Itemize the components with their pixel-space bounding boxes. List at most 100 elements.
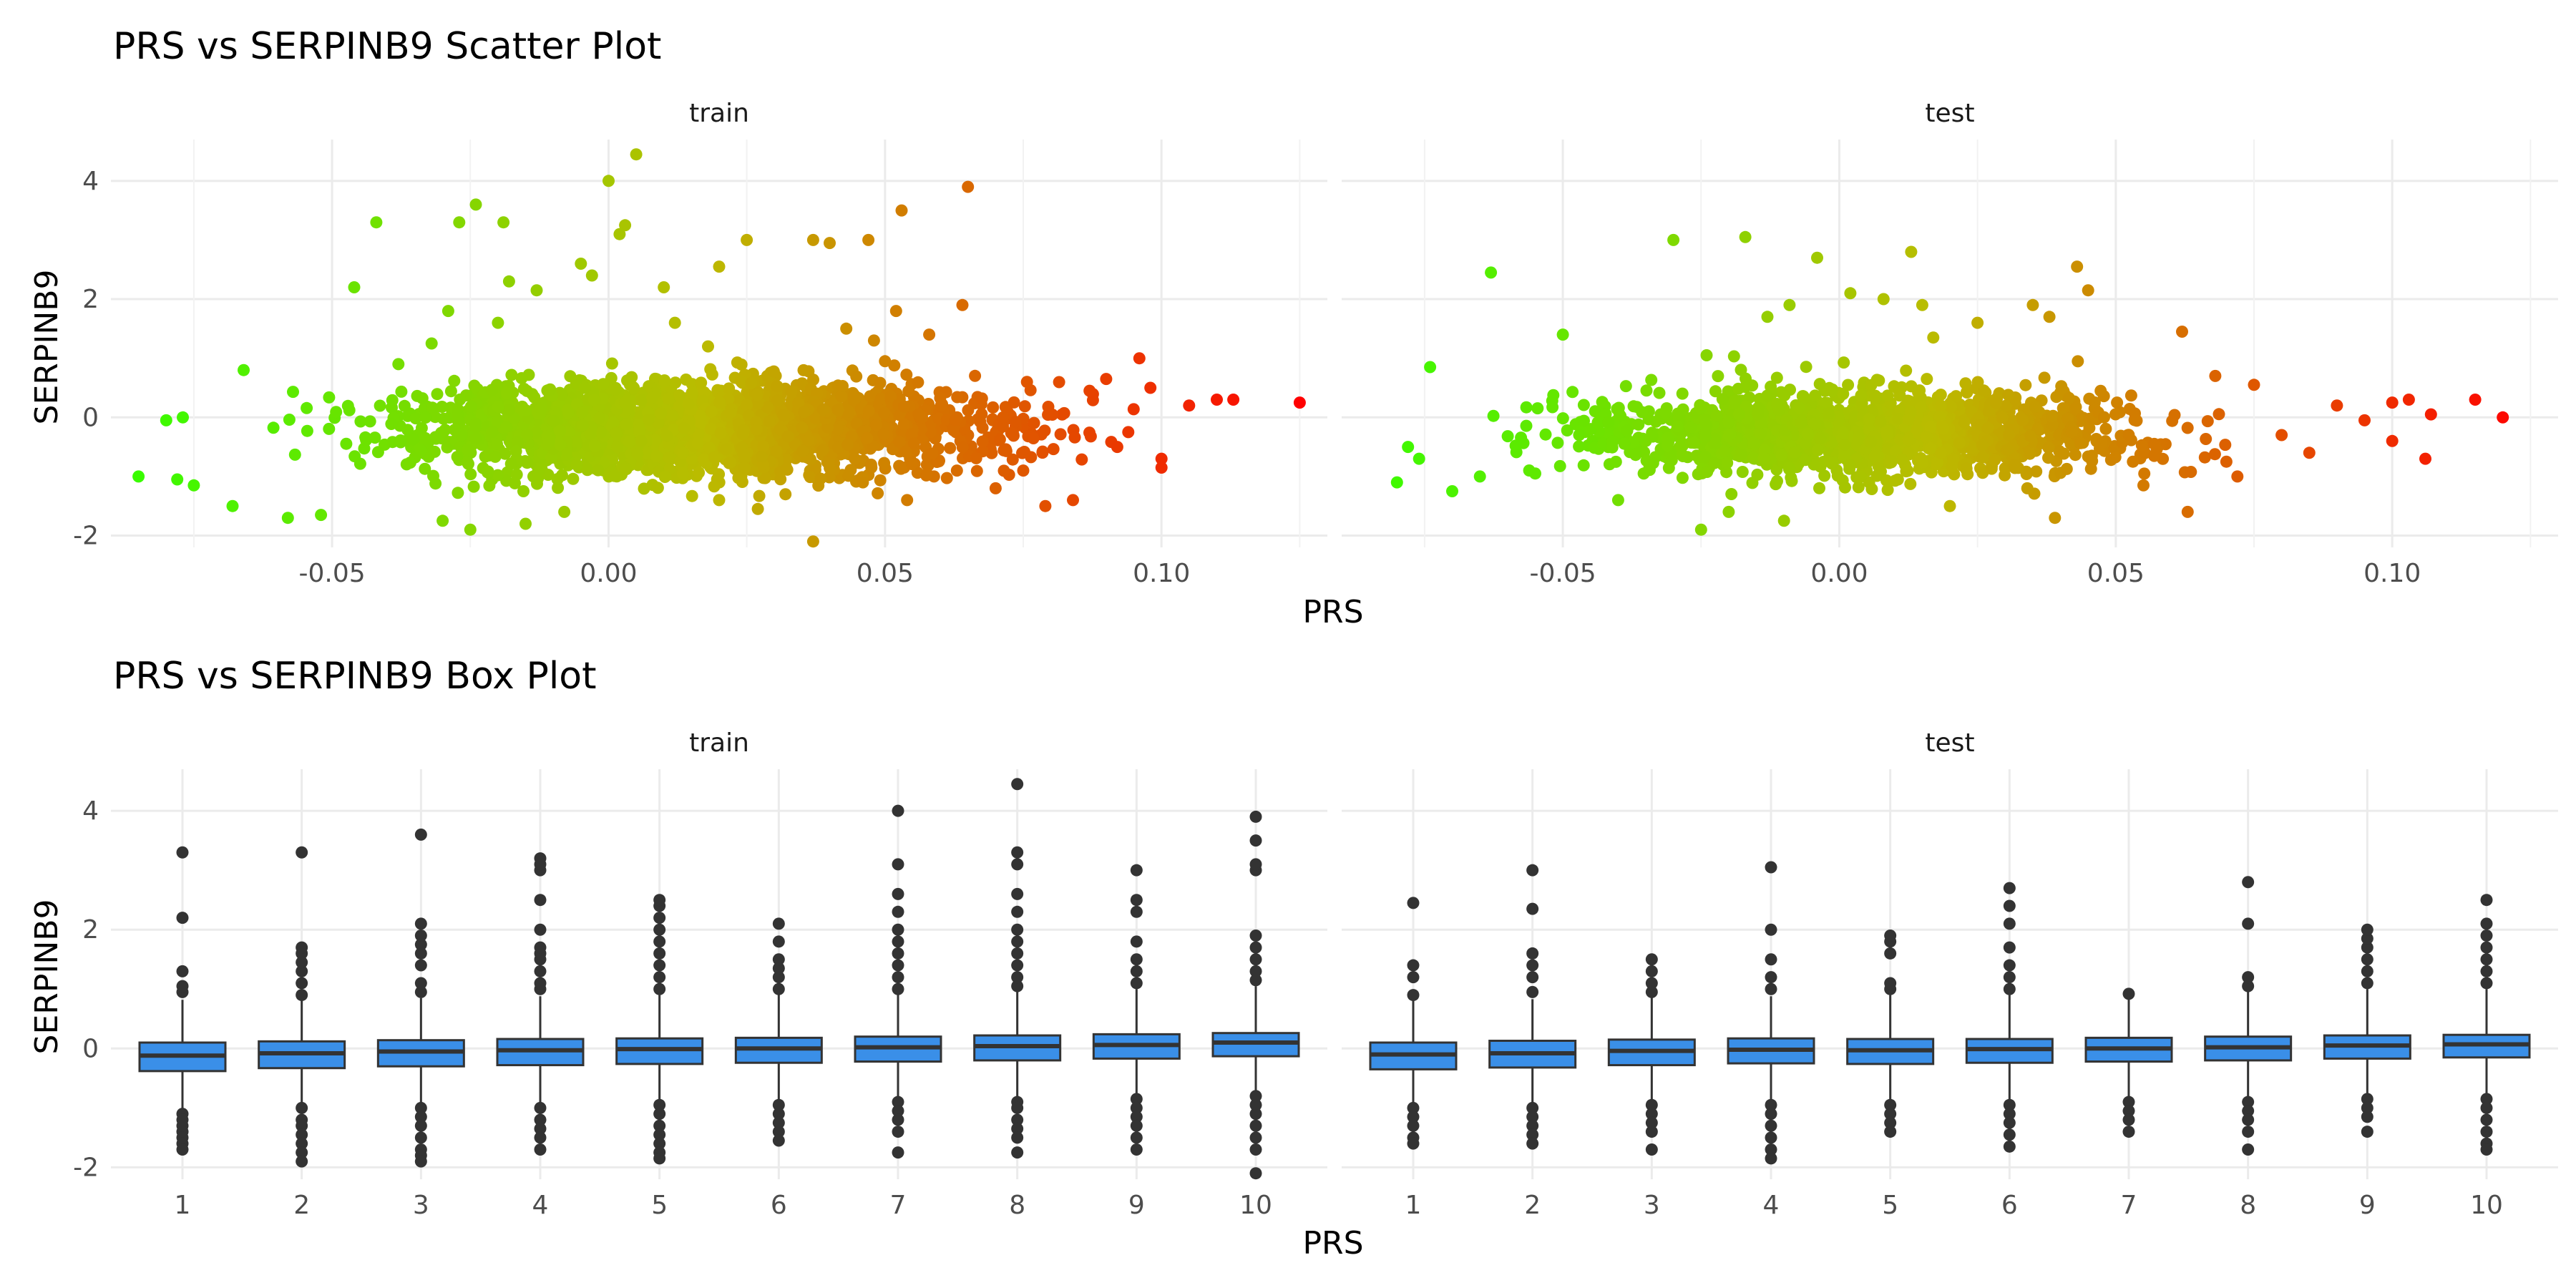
scatter-train-point xyxy=(515,372,528,384)
scatter-test-outlier-point xyxy=(2220,455,2233,468)
scatter-train-point xyxy=(757,440,770,453)
scatter-test-point xyxy=(1880,474,1893,487)
scatter-train-point xyxy=(804,471,816,484)
box-test-outlier xyxy=(1407,1101,1420,1114)
scatter-train-outlier-point xyxy=(867,334,880,347)
scatter-test-point xyxy=(1797,391,1810,404)
scatter-test-point xyxy=(1891,412,1904,425)
box-test-outlier xyxy=(1765,1119,1777,1132)
scatter-train-point xyxy=(713,396,726,409)
scatter-train-point xyxy=(969,369,982,382)
scatter-train-point xyxy=(777,409,790,421)
scatter-test-point xyxy=(1699,431,1712,444)
scatter-test-point xyxy=(1837,388,1850,400)
scatter-train-point xyxy=(340,437,353,450)
scatter-train-point xyxy=(581,464,594,477)
box-test-outlier xyxy=(2480,1093,2493,1106)
scatter-test-point xyxy=(1771,474,1783,487)
scatter-test-point xyxy=(2098,411,2110,424)
scatter-train-point xyxy=(554,424,567,437)
scatter-test-point xyxy=(1947,453,1960,465)
scatter-train-point xyxy=(704,363,717,376)
scatter-train-point xyxy=(686,489,698,502)
box-x-axis-title: PRS xyxy=(1302,1225,1363,1262)
scatter-test-point xyxy=(1573,440,1586,453)
scatter-test-point xyxy=(1818,469,1831,482)
scatter-train-point xyxy=(1086,394,1099,406)
scatter-test-outlier-point xyxy=(1390,476,1403,489)
scatter-x-axis-title: PRS xyxy=(1302,594,1363,630)
box-train-outlier xyxy=(1130,965,1143,977)
scatter-test-point xyxy=(1989,454,2001,467)
scatter-train-point xyxy=(720,443,733,456)
box-test-x-tick-label: 8 xyxy=(2240,1191,2256,1220)
scatter-test-point xyxy=(1736,466,1749,478)
scatter-strip-train: train xyxy=(689,99,749,128)
scatter-test-point xyxy=(1627,436,1640,449)
scatter-test-point xyxy=(2122,429,2135,441)
scatter-test-point xyxy=(1990,396,2002,409)
box-train-outlier xyxy=(653,1137,666,1150)
scatter-train-point xyxy=(926,447,939,460)
scatter-train-point xyxy=(608,469,620,482)
box-train-outlier xyxy=(892,858,904,871)
box-train-outlier xyxy=(176,965,189,977)
box-train-outlier xyxy=(296,977,308,990)
scatter-train-outlier-point xyxy=(171,473,184,486)
scatter-test-point xyxy=(1662,462,1675,474)
box-train-outlier xyxy=(414,828,427,841)
scatter-train-outlier-point xyxy=(370,216,383,229)
box-train-outlier xyxy=(1249,941,1262,954)
scatter-test-point xyxy=(1944,401,1957,414)
scatter-test-outlier-point xyxy=(1971,316,1984,329)
scatter-train-outlier-point xyxy=(751,502,764,515)
scatter-train-point xyxy=(1047,443,1060,456)
scatter-train-point xyxy=(482,465,494,478)
scatter-train-point xyxy=(343,404,356,416)
scatter-train-point xyxy=(738,448,751,460)
scatter-train-point xyxy=(448,374,461,387)
scatter-train-point xyxy=(997,420,1010,433)
scatter-train-point xyxy=(419,411,432,424)
scatter-test-point xyxy=(2038,371,2051,384)
scatter-test-outlier-point xyxy=(2082,284,2094,297)
box-train-outlier xyxy=(534,977,547,990)
box-train-outlier xyxy=(892,923,904,936)
box-train-outlier xyxy=(1249,1167,1262,1180)
scatter-train-point xyxy=(831,441,844,454)
box-train-outlier xyxy=(653,923,666,936)
scatter-test-outlier-point xyxy=(1905,245,1918,258)
box-train-outlier xyxy=(1011,846,1024,859)
scatter-train-point xyxy=(658,375,671,388)
scatter-train-point xyxy=(500,421,513,434)
scatter-train-point xyxy=(698,453,711,466)
box-test-outlier xyxy=(1884,930,1897,942)
scatter-train-point xyxy=(695,376,708,389)
scatter-train-outlier-point xyxy=(519,517,532,530)
scatter-test-point xyxy=(1863,413,1875,426)
scatter-train-outlier-point xyxy=(668,316,681,329)
scatter-train-point xyxy=(902,385,915,398)
scatter-train-point xyxy=(451,451,464,463)
box-test-outlier xyxy=(1765,982,1777,995)
scatter-test-point xyxy=(1729,394,1742,407)
box-train-outlier xyxy=(534,1122,547,1135)
scatter-train-point xyxy=(956,441,969,454)
scatter-train-outlier-point xyxy=(226,499,239,512)
scatter-test-point xyxy=(1809,418,1822,431)
scatter-train-point xyxy=(751,389,763,401)
scatter-train-point xyxy=(976,421,989,434)
scatter-test-outlier-point xyxy=(2181,505,2194,518)
scatter-train-point xyxy=(1009,416,1022,428)
scatter-train-point xyxy=(491,416,504,429)
scatter-test-point xyxy=(1814,431,1827,444)
box-test-outlier xyxy=(1407,959,1420,972)
scatter-train-point xyxy=(878,457,891,469)
scatter-train-point xyxy=(877,428,890,441)
box-train-x-tick-label: 6 xyxy=(771,1191,787,1220)
scatter-test-outlier-point xyxy=(1844,287,1857,300)
scatter-train-outlier-point xyxy=(962,180,975,193)
scatter-test-point xyxy=(1870,392,1883,404)
scatter-train-point xyxy=(398,399,411,412)
scatter-test-point xyxy=(2083,421,2096,434)
